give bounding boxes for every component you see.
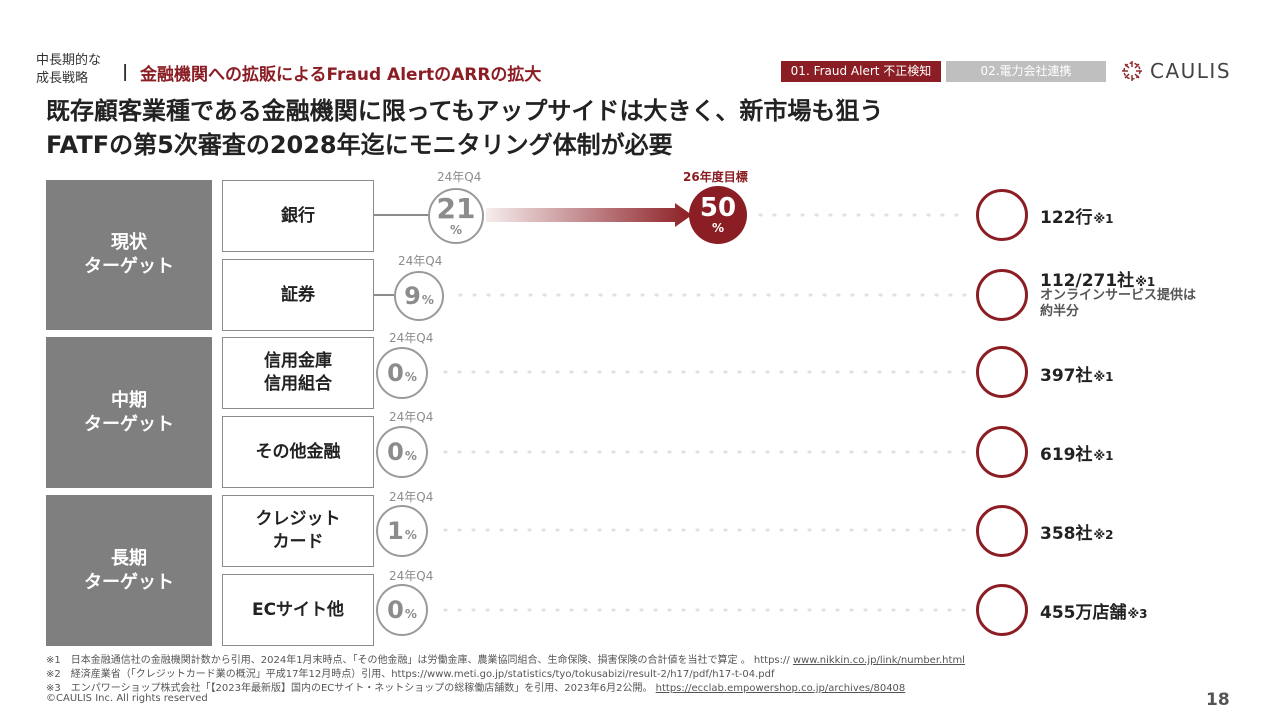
penetration-value: 0 bbox=[387, 596, 404, 624]
count-note: ※1 bbox=[1093, 212, 1114, 226]
caulis-logo: CAULIS bbox=[1120, 56, 1231, 86]
penetration-value: 1 bbox=[387, 517, 404, 545]
period-label: 24年Q4 bbox=[389, 410, 434, 424]
securities-note: オンラインサービス提供は 約半分 bbox=[1040, 288, 1197, 319]
penetration-circle-credit-card: 1 % bbox=[376, 505, 428, 557]
tab-power-company[interactable]: 02.電力会社連携 bbox=[946, 61, 1106, 82]
target-value: 50 bbox=[699, 193, 737, 223]
penetration-unit: % bbox=[404, 449, 417, 463]
progress-arrow bbox=[486, 203, 692, 227]
category-other-finance: その他金融 bbox=[222, 416, 374, 488]
market-ring-securities bbox=[976, 269, 1028, 321]
penetration-unit: % bbox=[404, 370, 417, 384]
footnote-link[interactable]: www.nikkin.co.jp/link/number.html bbox=[792, 655, 965, 666]
market-count-other-finance: 619社※1 bbox=[1040, 440, 1114, 465]
logo-text: CAULIS bbox=[1150, 59, 1232, 83]
market-ring-ec-site bbox=[976, 584, 1028, 636]
market-count-credit-card: 358社※2 bbox=[1040, 519, 1114, 544]
period-label: 24年Q4 bbox=[389, 569, 434, 583]
slide-subtitle: 金融機関への拡販によるFraud AlertのARRの拡大 bbox=[140, 65, 542, 85]
count-note: ※3 bbox=[1127, 607, 1148, 621]
penetration-unit: % bbox=[404, 607, 417, 621]
page-title: 既存顧客業種である金融機関に限ってもアップサイドは大きく、新市場も狙う FATF… bbox=[46, 94, 883, 162]
category-bank: 銀行 bbox=[222, 180, 374, 252]
market-ring-other-finance bbox=[976, 426, 1028, 478]
title-line-2: FATFの第5次審査の2028年迄にモニタリング体制が必要 bbox=[46, 131, 673, 159]
period-label: 24年Q4 bbox=[437, 170, 482, 184]
penetration-circle-other-finance: 0 % bbox=[376, 426, 428, 478]
footnote-1: ※1 日本金融通信社の金融機関計数から引用、2024年1月末時点、「その他金融」… bbox=[46, 654, 965, 667]
section-label: 中長期的な 成長戦略 bbox=[36, 53, 102, 86]
footnote-text: ※1 日本金融通信社の金融機関計数から引用、2024年1月末時点、「その他金融」… bbox=[46, 655, 793, 666]
period-label: 24年Q4 bbox=[398, 254, 443, 268]
category-ec-site: ECサイト他 bbox=[222, 574, 374, 646]
market-count-ec-site: 455万店舗※3 bbox=[1040, 598, 1148, 623]
count-note: ※1 bbox=[1093, 449, 1114, 463]
penetration-circle-bank: 21 % bbox=[428, 188, 484, 244]
category-credit-card: クレジット カード bbox=[222, 495, 374, 567]
penetration-value: 0 bbox=[387, 438, 404, 466]
category-securities: 証券 bbox=[222, 259, 374, 331]
market-ring-shinkin bbox=[976, 346, 1028, 398]
count-value: 122行 bbox=[1040, 208, 1093, 228]
page-number: 18 bbox=[1206, 690, 1230, 710]
count-value: 358社 bbox=[1040, 524, 1093, 544]
market-ring-bank bbox=[976, 189, 1028, 241]
footnote-3: ※3 エンパワーショップ株式会社「【2023年最新版】国内のECサイト・ネットシ… bbox=[46, 682, 905, 695]
copyright: ©CAULIS Inc. All rights reserved bbox=[46, 693, 208, 704]
count-value: 112/271社 bbox=[1040, 271, 1135, 291]
penetration-circle-ec-site: 0 % bbox=[376, 584, 428, 636]
group-long-term-target: 長期 ターゲット bbox=[46, 495, 212, 646]
count-note: ※2 bbox=[1093, 528, 1114, 542]
market-count-securities: 112/271社※1 bbox=[1040, 266, 1155, 291]
market-count-bank: 122行※1 bbox=[1040, 203, 1114, 228]
group-mid-term-target: 中期 ターゲット bbox=[46, 337, 212, 488]
header-separator: | bbox=[122, 62, 129, 82]
count-note: ※1 bbox=[1135, 275, 1156, 289]
title-line-1: 既存顧客業種である金融機関に限ってもアップサイドは大きく、新市場も狙う bbox=[46, 97, 884, 125]
target-unit: % bbox=[711, 221, 725, 235]
penetration-value: 21 bbox=[436, 192, 476, 225]
period-label: 24年Q4 bbox=[389, 490, 434, 504]
footnote-link[interactable]: https://ecclab.empowershop.co.jp/archive… bbox=[655, 683, 906, 694]
penetration-unit: % bbox=[421, 293, 434, 307]
penetration-value: 0 bbox=[387, 359, 404, 387]
penetration-unit: % bbox=[449, 223, 463, 237]
count-value: 455万店舗 bbox=[1040, 603, 1127, 623]
target-circle: 50 % bbox=[689, 186, 747, 244]
market-count-shinkin: 397社※1 bbox=[1040, 361, 1114, 386]
footnote-2: ※2 経済産業省（「クレジットカード業の概況」平成17年12月時点）引用、htt… bbox=[46, 668, 775, 681]
count-note: ※1 bbox=[1093, 370, 1114, 384]
penetration-unit: % bbox=[404, 528, 417, 542]
penetration-value: 9 bbox=[404, 282, 421, 310]
tab-fraud-alert[interactable]: 01. Fraud Alert 不正検知 bbox=[781, 61, 941, 82]
penetration-circle-securities: 9 % bbox=[394, 271, 444, 321]
target-label: 26年度目標 bbox=[683, 170, 748, 184]
penetration-circle-shinkin: 0 % bbox=[376, 347, 428, 399]
footnote-text: ※2 経済産業省（「クレジットカード業の概況」平成17年12月時点）引用、htt… bbox=[46, 669, 775, 680]
count-value: 397社 bbox=[1040, 366, 1093, 386]
group-current-target: 現状 ターゲット bbox=[46, 180, 212, 330]
period-label: 24年Q4 bbox=[389, 331, 434, 345]
market-ring-credit-card bbox=[976, 505, 1028, 557]
caulis-logo-icon bbox=[1122, 61, 1142, 81]
footnote-text: ※3 エンパワーショップ株式会社「【2023年最新版】国内のECサイト・ネットシ… bbox=[46, 683, 656, 694]
category-shinkin: 信用金庫 信用組合 bbox=[222, 337, 374, 409]
count-value: 619社 bbox=[1040, 445, 1093, 465]
